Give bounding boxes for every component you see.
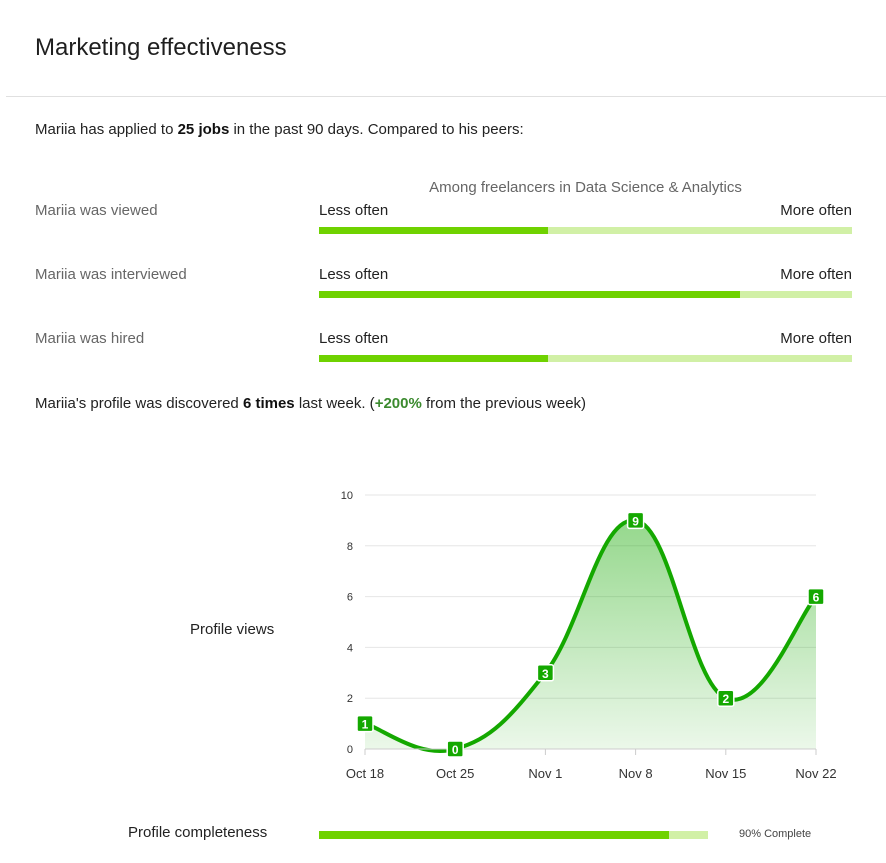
discovery-suffix: from the previous week) [421,395,587,412]
y-tick-label: 8 [347,541,353,553]
profile-completeness-label: Profile completeness [128,824,268,841]
peer-row: Mariia was viewed Less often More often [0,202,886,242]
discovery-prefix: Mariia's profile was discovered [35,395,243,412]
data-point [446,740,464,758]
less-often-label: Less often [319,266,389,283]
data-label: 2 [722,692,729,706]
less-often-label: Less often [319,202,389,219]
y-tick-label: 2 [347,693,353,705]
peer-row: Mariia was hired Less often More often [0,330,886,370]
discovery-change: +200% [374,395,422,412]
peer-comparison-fill [319,355,549,362]
x-tick-label: Nov 8 [619,766,653,781]
y-tick-label: 4 [347,642,353,654]
page-title: Marketing effectiveness [35,34,287,61]
header-divider [6,96,886,97]
summary-suffix: in the past 90 days. Compared to his pee… [229,121,524,138]
x-tick-label: Oct 18 [346,766,384,781]
profile-completeness-text: 90% Complete [739,828,812,840]
more-often-label: More often [780,202,852,219]
peer-comparison-fill [319,227,549,234]
peer-comparison-fill [319,291,741,298]
peer-comparison-bar [319,227,852,234]
data-point [536,664,555,682]
summary-prefix: Mariia has applied to [35,121,178,138]
peer-group-label: Among freelancers in Data Science & Anal… [429,179,742,196]
discovery-middle: last week. ( [294,395,375,412]
peer-row-label: Mariia was hired [35,330,145,347]
data-label: 6 [813,591,820,605]
x-tick-label: Nov 1 [528,766,562,781]
applications-summary: Mariia has applied to 25 jobs in the pas… [35,121,524,138]
less-often-label: Less often [319,330,389,347]
profile-completeness-bar [319,831,708,839]
jobs-count: 25 jobs [177,121,230,138]
x-tick-label: Oct 25 [436,766,474,781]
more-often-label: More often [780,330,852,347]
profile-completeness-fill [319,831,670,839]
y-tick-label: 10 [341,490,353,502]
x-tick-label: Nov 22 [795,766,836,781]
discovery-summary: Mariia's profile was discovered 6 times … [35,395,586,412]
peer-row-label: Mariia was interviewed [35,266,187,283]
profile-views-label: Profile views [190,621,275,638]
peer-row: Mariia was interviewed Less often More oft… [0,266,886,306]
y-tick-label: 0 [347,744,353,756]
peer-row-label: Mariia was viewed [35,202,158,219]
data-point [717,689,735,707]
data-label: 0 [452,743,459,757]
discovery-count: 6 times [242,395,295,412]
more-often-label: More often [780,266,852,283]
data-label: 1 [362,718,369,732]
data-point [356,714,374,733]
data-label: 9 [632,514,639,528]
peer-comparison-bar [319,355,852,362]
data-label: 3 [542,667,549,681]
peer-comparison-bar [319,291,852,298]
data-point [807,587,825,606]
series-area [365,520,816,752]
data-point [626,511,645,530]
x-tick-label: Nov 15 [705,766,746,781]
y-tick-label: 6 [347,592,353,604]
